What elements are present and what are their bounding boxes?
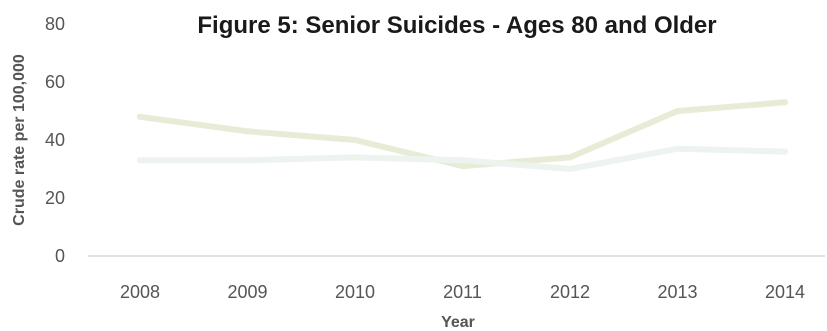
x-axis-label: Year — [441, 314, 475, 331]
x-tick-label: 2008 — [120, 282, 160, 302]
data-point — [567, 166, 573, 172]
data-point — [137, 157, 143, 164]
data-point — [459, 163, 466, 170]
x-tick-label: 2012 — [550, 282, 590, 302]
x-tick-label: 2013 — [657, 282, 697, 302]
data-point — [567, 154, 573, 161]
x-axis-ticks: 2008 2009 2010 2011 2012 2013 2014 — [120, 282, 805, 302]
series-layer — [137, 99, 788, 172]
y-tick-label: 0 — [55, 246, 65, 266]
data-point — [352, 154, 358, 161]
y-tick-label: 80 — [45, 14, 65, 34]
y-tick-label: 60 — [45, 72, 65, 92]
data-point — [244, 157, 251, 164]
data-point — [674, 145, 681, 152]
data-point — [137, 113, 143, 120]
x-tick-label: 2010 — [335, 282, 375, 302]
x-tick-label: 2009 — [227, 282, 267, 302]
data-point — [674, 108, 681, 114]
x-tick-label: 2014 — [765, 282, 805, 302]
y-tick-label: 20 — [45, 188, 65, 208]
data-point — [782, 99, 788, 106]
y-tick-label: 40 — [45, 130, 65, 150]
y-axis-ticks: 0 20 40 60 80 — [45, 14, 65, 266]
y-axis-label: Crude rate per 100,000 — [11, 54, 28, 226]
chart-title: Figure 5: Senior Suicides - Ages 80 and … — [197, 12, 716, 39]
data-point — [352, 137, 358, 143]
x-tick-label: 2011 — [443, 282, 482, 302]
data-point — [782, 148, 788, 155]
series-line-1 — [137, 99, 788, 170]
data-point — [244, 128, 251, 135]
data-point — [459, 157, 466, 164]
